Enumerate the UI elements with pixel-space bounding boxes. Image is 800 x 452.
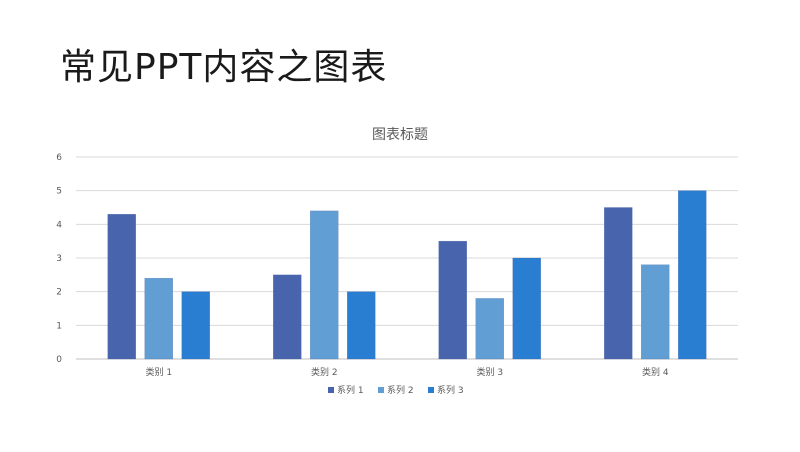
bar-series1-cat3 (438, 240, 467, 360)
gridlines (76, 156, 738, 360)
legend-swatch (428, 387, 434, 393)
bar-series1-cat2 (273, 274, 302, 360)
chart-title: 图表标题 (372, 127, 428, 143)
category-label: 类别 4 (642, 366, 669, 378)
y-tick-label: 3 (56, 254, 62, 264)
bar-series3-cat3 (512, 257, 541, 360)
legend: 系列 1 系列 2 系列 3 (328, 384, 464, 396)
category-label: 类别 2 (311, 366, 338, 378)
legend-swatch (378, 387, 384, 393)
legend-label: 系列 3 (437, 384, 464, 396)
y-axis-ticks: 0 1 2 3 4 5 6 (56, 153, 62, 365)
bar-series3-cat4 (678, 190, 707, 360)
bar-series3-cat1 (181, 291, 210, 360)
x-axis-categories: 类别 1 类别 2 类别 3 类别 4 (145, 366, 668, 378)
category-label: 类别 3 (476, 366, 503, 378)
y-tick-label: 6 (56, 153, 62, 163)
category-label: 类别 1 (145, 366, 172, 378)
legend-swatch (328, 387, 334, 393)
bars (107, 190, 707, 360)
y-tick-label: 5 (56, 187, 62, 197)
y-tick-label: 2 (56, 288, 62, 298)
bar-series2-cat4 (641, 264, 670, 360)
y-tick-label: 1 (56, 321, 62, 331)
bar-series2-cat1 (144, 277, 173, 360)
y-tick-label: 0 (56, 355, 62, 365)
bar-series1-cat4 (604, 207, 633, 360)
bar-series1-cat1 (107, 213, 136, 360)
bar-series2-cat2 (310, 210, 339, 360)
legend-label: 系列 1 (337, 384, 364, 396)
y-tick-label: 4 (56, 220, 62, 230)
bar-series3-cat2 (347, 291, 376, 360)
bar-series2-cat3 (475, 298, 504, 360)
slide-title: 常见PPT内容之图表 (60, 47, 388, 88)
legend-label: 系列 2 (387, 384, 414, 396)
